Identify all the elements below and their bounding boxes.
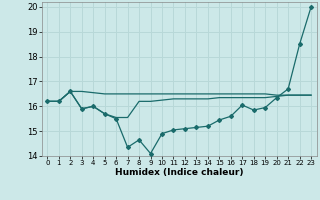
X-axis label: Humidex (Indice chaleur): Humidex (Indice chaleur) <box>115 168 244 177</box>
